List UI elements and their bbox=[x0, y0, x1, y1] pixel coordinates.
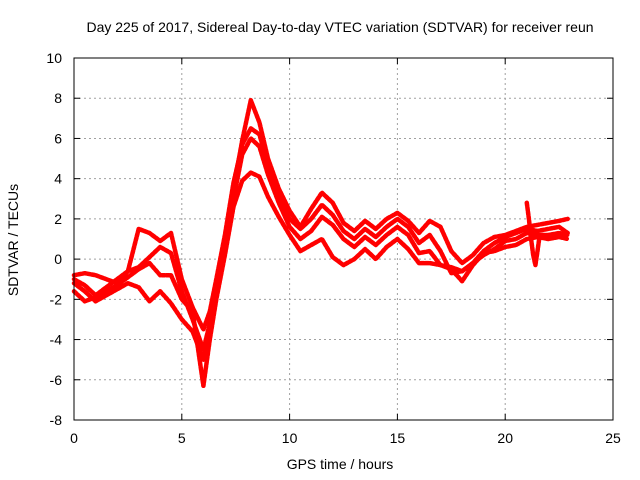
chart-title: Day 225 of 2017, Sidereal Day-to-day VTE… bbox=[86, 19, 593, 35]
x-tick-label: 5 bbox=[178, 430, 186, 446]
x-tick-label: 15 bbox=[390, 430, 406, 446]
y-tick-label: 8 bbox=[54, 90, 62, 106]
series-line-track-4 bbox=[71, 170, 570, 389]
y-tick-label: -2 bbox=[50, 291, 63, 307]
x-tick-label: 20 bbox=[497, 430, 513, 446]
y-tick-label: 0 bbox=[54, 251, 62, 267]
x-tick-labels: 0 5 10 15 20 25 bbox=[70, 430, 621, 446]
data-series bbox=[71, 97, 570, 389]
y-tick-label: -6 bbox=[50, 372, 63, 388]
y-axis-label: SDTVAR / TECUs bbox=[5, 184, 21, 296]
x-axis-label: GPS time / hours bbox=[287, 456, 394, 472]
y-tick-label: -4 bbox=[50, 332, 63, 348]
y-tick-label: 6 bbox=[54, 130, 62, 146]
x-tick-label: 0 bbox=[70, 430, 78, 446]
y-tick-label: 10 bbox=[46, 50, 62, 66]
x-tick-label: 25 bbox=[605, 430, 621, 446]
series-line-spike-21 bbox=[524, 200, 542, 268]
y-tick-label: -8 bbox=[50, 412, 63, 428]
y-tick-label: 2 bbox=[54, 211, 62, 227]
plot-frame bbox=[73, 57, 614, 421]
y-tick-label: 4 bbox=[54, 171, 62, 187]
series-line-track-1 bbox=[71, 97, 570, 352]
y-tick-labels: -8 -6 -4 -2 0 2 4 6 8 10 bbox=[46, 50, 62, 428]
axis-ticks bbox=[73, 57, 614, 421]
x-tick-label: 10 bbox=[282, 430, 298, 446]
